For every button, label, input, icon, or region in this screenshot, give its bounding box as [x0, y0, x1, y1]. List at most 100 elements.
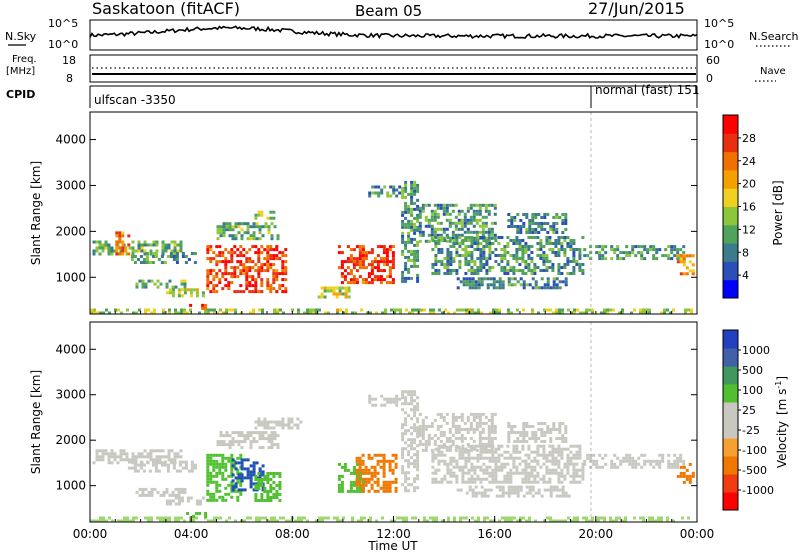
power-cell	[139, 261, 143, 264]
power-cell	[509, 239, 513, 242]
power-cell	[404, 201, 408, 205]
velocity-cell	[506, 450, 510, 454]
velocity-cell	[498, 485, 502, 489]
velocity-cell	[551, 444, 555, 448]
velocity-cell	[472, 418, 476, 422]
velocity-cell	[563, 465, 567, 469]
power-cell	[401, 210, 405, 214]
velocity-cell	[436, 436, 440, 440]
velocity-cell	[207, 519, 210, 523]
power-cell	[245, 272, 249, 276]
power-cell	[431, 236, 435, 239]
power-cell	[479, 257, 483, 260]
power-cell	[340, 281, 344, 285]
power-cell	[676, 248, 680, 252]
velocity-cell	[358, 486, 362, 490]
velocity-cell	[473, 465, 477, 469]
velocity-cell	[195, 499, 199, 503]
velocity-cell	[454, 436, 458, 440]
power-cell	[436, 212, 440, 216]
power-cell	[455, 236, 459, 239]
velocity-cell	[266, 420, 270, 424]
power-cell	[284, 260, 288, 264]
power-cell	[430, 209, 434, 213]
velocity-cell	[501, 491, 505, 495]
power-cell	[172, 255, 176, 258]
velocity-cell	[246, 470, 250, 474]
velocity-cell	[275, 423, 279, 427]
velocity-cell	[227, 492, 231, 496]
power-cell	[114, 308, 117, 312]
power-cell	[503, 245, 507, 248]
power-cell	[407, 240, 411, 244]
power-cell	[461, 239, 465, 242]
power-cell	[364, 257, 368, 261]
velocity-cell	[370, 486, 374, 490]
velocity-cell	[533, 480, 537, 484]
power-cell	[281, 290, 285, 294]
velocity-cell	[501, 485, 505, 489]
power-cell	[501, 283, 505, 287]
power-cell	[263, 263, 267, 267]
velocity-cell	[134, 455, 138, 459]
power-cell	[320, 286, 324, 290]
power-cell	[245, 278, 249, 282]
power-cell	[455, 251, 459, 254]
power-cell	[481, 203, 485, 207]
power-cell	[257, 251, 261, 255]
power-cell	[658, 248, 662, 252]
velocity-cell	[548, 459, 552, 463]
power-cell	[485, 260, 489, 263]
velocity-cell	[170, 449, 174, 453]
velocity-cell	[658, 462, 662, 466]
velocity-cell	[167, 455, 171, 459]
power-cell	[688, 254, 692, 258]
power-cell	[490, 227, 494, 231]
time-tick-label-5: 20:00	[579, 527, 614, 541]
velocity-cell	[462, 516, 465, 520]
power-cell	[536, 236, 540, 239]
power-cell	[391, 245, 395, 249]
velocity-cell	[487, 448, 491, 452]
power-cell	[401, 249, 405, 253]
power-cell	[209, 248, 213, 252]
power-cell	[254, 263, 258, 267]
velocity-cell	[138, 487, 142, 491]
power-cell	[588, 308, 591, 312]
power-cell	[569, 239, 573, 242]
velocity-cell	[530, 459, 534, 463]
power-cell	[670, 248, 674, 252]
velocity-cell	[243, 476, 247, 480]
velocity-cell	[545, 471, 549, 475]
velocity-cell	[418, 439, 422, 443]
velocity-cell	[358, 468, 362, 472]
power-cell	[438, 308, 441, 312]
velocity-cell	[272, 496, 276, 499]
power-cell	[663, 311, 666, 315]
velocity-cell	[586, 456, 590, 460]
power-cell	[530, 257, 534, 260]
time-tick-label-3: 12:00	[376, 527, 411, 541]
velocity-cell	[455, 465, 459, 469]
velocity-cell	[557, 474, 561, 478]
power-cell	[464, 257, 468, 260]
power-cell	[410, 183, 414, 187]
power-cell	[222, 222, 226, 226]
velocity-cell	[257, 481, 261, 484]
power-cell	[236, 290, 240, 294]
velocity-cell	[212, 480, 216, 484]
power-cell	[278, 284, 282, 288]
velocity-cell	[230, 495, 234, 499]
power-cell	[449, 254, 453, 257]
power-cell	[219, 225, 223, 229]
power-cell	[149, 249, 153, 253]
power-cell	[266, 263, 270, 267]
velocity-cell	[254, 420, 258, 424]
power-cell	[102, 311, 105, 315]
velocity-cell	[491, 474, 495, 478]
velocity-cell	[246, 473, 250, 477]
velocity-cell	[173, 461, 177, 465]
power-cell	[561, 219, 565, 222]
velocity-cell	[560, 450, 564, 454]
power-cell	[275, 290, 279, 294]
